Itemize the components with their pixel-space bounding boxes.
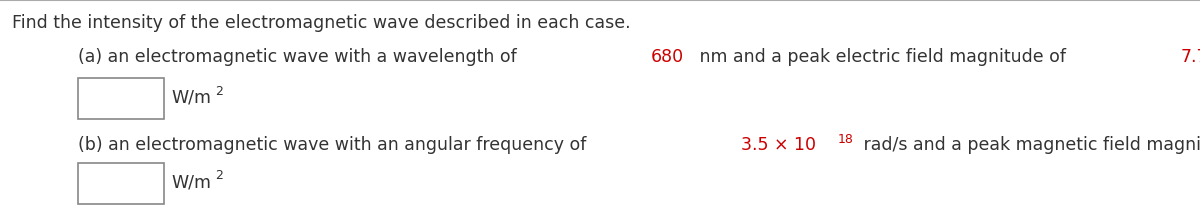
Text: rad/s and a peak magnetic field magnitude of 10: rad/s and a peak magnetic field magnitud… <box>858 136 1200 154</box>
Text: 680: 680 <box>652 48 684 66</box>
Text: (b) an electromagnetic wave with an angular frequency of: (b) an electromagnetic wave with an angu… <box>78 136 592 154</box>
Text: 7.7: 7.7 <box>1181 48 1200 66</box>
FancyBboxPatch shape <box>78 78 164 119</box>
Text: W/m: W/m <box>172 89 211 107</box>
FancyBboxPatch shape <box>78 163 164 204</box>
Text: W/m: W/m <box>172 173 211 191</box>
Text: 18: 18 <box>838 132 853 146</box>
Text: Find the intensity of the electromagnetic wave described in each case.: Find the intensity of the electromagneti… <box>12 14 631 32</box>
Text: 2: 2 <box>215 169 223 182</box>
Text: 2: 2 <box>215 85 223 98</box>
Text: (a) an electromagnetic wave with a wavelength of: (a) an electromagnetic wave with a wavel… <box>78 48 522 66</box>
Text: 3.5 × 10: 3.5 × 10 <box>742 136 816 154</box>
Text: nm and a peak electric field magnitude of: nm and a peak electric field magnitude o… <box>694 48 1072 66</box>
